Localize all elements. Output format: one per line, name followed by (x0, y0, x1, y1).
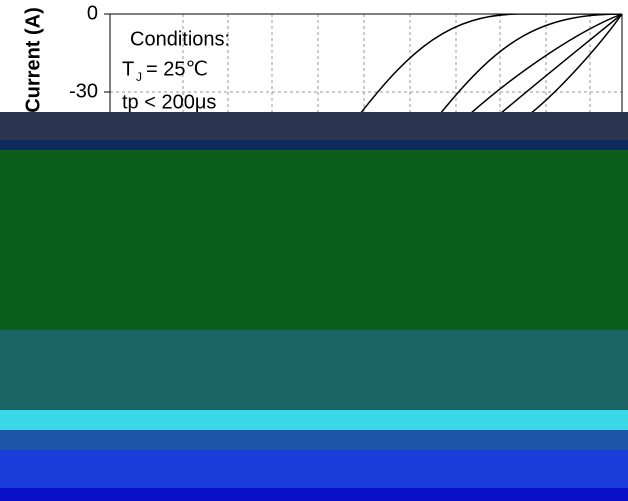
curves (360, 14, 622, 114)
y-tick-label: -30 (69, 80, 98, 102)
annotation: Conditions: (130, 28, 230, 50)
annotation: T (122, 58, 134, 80)
grid-vertical (183, 14, 590, 114)
annotation: = 25℃ (146, 58, 208, 80)
corrupted-region (0, 112, 628, 501)
chart: 0 -30 Conditions: T J = 25℃ tp < 200μs Cu… (0, 0, 628, 501)
y-tick-label: 0 (87, 2, 98, 24)
annotation: tp < 200μs (122, 91, 216, 113)
y-axis-label: Current (A) (22, 7, 44, 113)
annotation: J (136, 70, 142, 84)
